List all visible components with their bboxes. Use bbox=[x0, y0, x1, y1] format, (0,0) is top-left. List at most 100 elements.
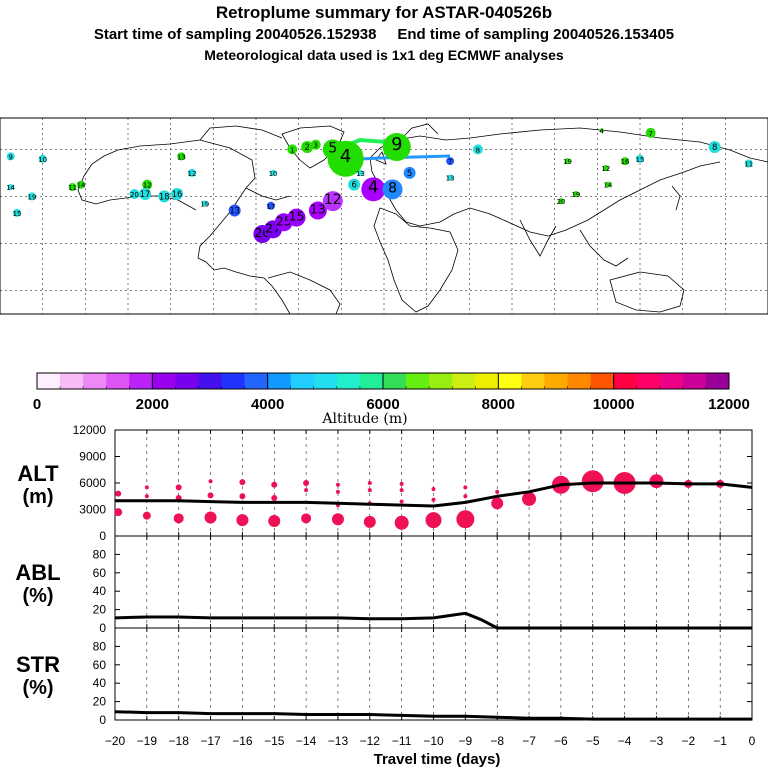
panel-ytick-label: 60 bbox=[93, 566, 107, 580]
map-bubble bbox=[301, 141, 314, 154]
map-bubble-label: 19 bbox=[563, 158, 572, 166]
panel-ytick-label: 0 bbox=[99, 529, 106, 543]
map-bubble-label: 13 bbox=[177, 153, 186, 161]
altitude-bubble bbox=[173, 513, 184, 524]
altitude-bubble bbox=[425, 512, 442, 529]
map-bubble bbox=[270, 169, 277, 176]
map-bubble bbox=[472, 144, 483, 155]
map-bubble bbox=[599, 128, 604, 133]
altitude-bubble bbox=[456, 510, 475, 529]
colorbar-segment bbox=[244, 373, 268, 389]
colorbar-segment bbox=[336, 373, 361, 389]
altitude-bubble bbox=[271, 481, 278, 488]
xtick-label: −2 bbox=[681, 734, 695, 748]
map-bubble bbox=[287, 144, 298, 155]
panel-ytick-label: 0 bbox=[99, 621, 106, 635]
xtick-label: −13 bbox=[328, 734, 349, 748]
colorbar-segment bbox=[221, 373, 245, 389]
map-bubble-label: 13 bbox=[446, 175, 455, 183]
altitude-bubble bbox=[304, 488, 309, 493]
colorbar-segment bbox=[129, 373, 153, 389]
altitude-bubble bbox=[207, 492, 214, 499]
colorbar-segment bbox=[152, 373, 176, 389]
map-bubble-label: 14 bbox=[604, 182, 613, 190]
map-bubble-label: 3 bbox=[313, 142, 317, 150]
panel-ytick-label: 9000 bbox=[79, 450, 106, 464]
map-bubble bbox=[266, 201, 275, 210]
map-bubble-label: 12 bbox=[143, 182, 152, 190]
map-bubble-label: 5 bbox=[328, 140, 337, 156]
map-bubble-label: 10 bbox=[38, 156, 47, 164]
map-bubble bbox=[382, 133, 411, 162]
map-graticule bbox=[0, 118, 768, 314]
map-bubble bbox=[188, 168, 196, 177]
colorbar-segment bbox=[544, 373, 568, 389]
map-bubble bbox=[602, 165, 609, 172]
altitude-bubble bbox=[301, 513, 312, 524]
altitude-bubble bbox=[367, 488, 372, 493]
altitude-bubble bbox=[144, 494, 149, 499]
xtick-label: −12 bbox=[360, 734, 381, 748]
map-bubble-label: 14 bbox=[77, 182, 86, 190]
map-bubble-label: 9 bbox=[8, 153, 12, 161]
map-bubble-label: 15 bbox=[289, 209, 305, 224]
panel-ytick-label: 20 bbox=[93, 603, 107, 617]
altitude-bubble bbox=[204, 511, 217, 524]
xtick-label: −8 bbox=[490, 734, 504, 748]
map-bubble-label: 13 bbox=[310, 202, 326, 217]
xtick-label: −1 bbox=[713, 734, 727, 748]
map-bubble bbox=[139, 188, 152, 201]
map-bubble bbox=[636, 154, 644, 163]
xtick-label: −14 bbox=[296, 734, 317, 748]
map-bubble-label: 8 bbox=[388, 180, 397, 196]
altitude-bubble bbox=[522, 491, 537, 506]
colorbar-tick-label: 12000 bbox=[708, 396, 750, 413]
panel-ylabel: STR bbox=[16, 652, 60, 677]
colorbar-tick-label: 10000 bbox=[593, 396, 635, 413]
chart-subtitle-sampling-times: Start time of sampling 20040526.152938 E… bbox=[93, 26, 675, 43]
panel-ytick-label: 40 bbox=[93, 584, 107, 598]
colorbar-segment bbox=[83, 373, 107, 389]
colorbar-segment bbox=[267, 373, 292, 389]
colorbar-segment bbox=[359, 373, 384, 389]
chart-subtitle-met-data: Meteorological data used is 1x1 deg ECMW… bbox=[204, 47, 564, 63]
map-bubble-label: 4 bbox=[340, 146, 351, 167]
altitude-bubble bbox=[491, 497, 504, 510]
map-bubble-label: 12 bbox=[601, 165, 610, 173]
map-bubble-label: 13 bbox=[356, 170, 365, 178]
xaxis-label: Travel time (days) bbox=[374, 751, 501, 768]
altitude-bubble bbox=[463, 494, 468, 499]
altitude-bubble bbox=[142, 511, 151, 520]
altitude-bubble bbox=[528, 479, 531, 482]
map-bubble bbox=[28, 192, 36, 201]
colorbar-tick-label: 0 bbox=[33, 396, 41, 413]
altitude-colorbar: 0 2000 4000 6000 8000 10000 12000 bbox=[33, 372, 750, 413]
map-bubble-label: 17 bbox=[140, 189, 151, 199]
altitude-bubble bbox=[239, 479, 246, 486]
colorbar-segment bbox=[313, 373, 338, 389]
map-bubble-label: 11 bbox=[68, 184, 77, 192]
map-bubble bbox=[382, 179, 403, 200]
map-bubble bbox=[310, 139, 321, 150]
map-bubble-label: 4 bbox=[368, 176, 379, 196]
panel-ytick-label: 40 bbox=[93, 676, 107, 690]
altitude-bubble bbox=[431, 497, 436, 502]
map-bubble-label: 10 bbox=[269, 170, 278, 178]
map-bubble bbox=[142, 179, 153, 190]
series-line-alt bbox=[115, 481, 753, 508]
colorbar-tick-label: 6000 bbox=[366, 396, 399, 413]
altitude-bubble bbox=[335, 482, 340, 487]
colorbar-segment bbox=[682, 373, 707, 389]
map-bubble-label: 20 bbox=[130, 191, 139, 199]
map-bubble-label: 19 bbox=[200, 200, 209, 208]
altitude-bubble bbox=[649, 474, 664, 489]
map-bubble-label: 11 bbox=[744, 160, 753, 168]
map-bubble-label: 18 bbox=[159, 191, 170, 201]
map-bubble bbox=[177, 152, 186, 161]
map-bubble bbox=[7, 183, 14, 190]
panel-ytick-label: 80 bbox=[93, 639, 107, 653]
altitude-bubble bbox=[208, 479, 213, 484]
altitude-bubble bbox=[335, 489, 340, 494]
map-bubble bbox=[322, 191, 343, 212]
panel-abl: 80 60 40 20 0 ABL(%) bbox=[15, 535, 753, 635]
